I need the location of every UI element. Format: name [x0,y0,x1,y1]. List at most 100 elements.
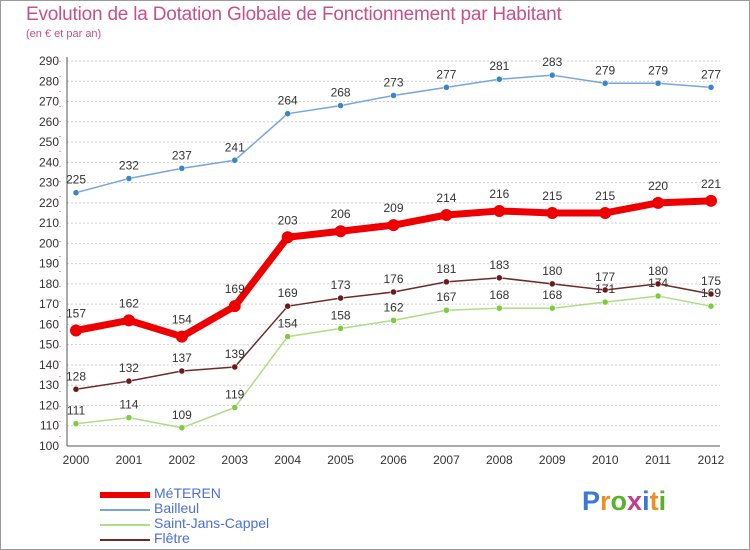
x-tick-label: 2008 [486,453,513,467]
data-point [440,209,453,221]
y-tick-label: 170 [39,297,59,311]
data-label: 279 [595,63,615,77]
y-tick-label: 100 [39,439,59,453]
data-label: 215 [542,189,562,203]
logo-letter: o [610,486,628,516]
data-label: 168 [489,288,509,302]
data-label: 183 [489,258,509,272]
y-tick-label: 250 [39,135,59,149]
data-label: 279 [648,63,668,77]
data-point [707,84,715,91]
y-tick-label: 150 [39,338,59,352]
data-label: 209 [383,201,403,215]
data-point [228,300,241,313]
logo-letter: x [627,486,643,516]
data-label: 225 [66,173,86,187]
data-point [443,306,450,314]
data-point [652,196,665,209]
y-tick-label: 230 [39,176,59,190]
y-tick-label: 210 [39,216,59,230]
data-label: 277 [436,67,456,81]
x-tick-label: 2010 [592,453,619,467]
data-label: 139 [225,347,245,361]
data-point [231,404,238,411]
data-label: 241 [225,140,245,154]
data-point [178,367,186,375]
data-point [443,278,450,286]
logo-letter: P [582,486,601,516]
legend-swatch-fletre [100,539,150,541]
data-point [390,288,397,296]
data-point [601,286,609,294]
data-label: 154 [172,313,192,327]
data-point [284,110,291,117]
legend-label-bailleul: Bailleul [154,500,200,516]
data-point [546,206,559,219]
y-tick-label: 190 [39,257,59,271]
y-tick-label: 200 [39,236,59,250]
data-label: 167 [436,290,456,304]
data-label: 273 [383,75,403,89]
data-point [599,206,612,219]
data-point [549,71,556,79]
data-point [122,314,135,327]
data-point [334,225,347,238]
y-tick-label: 270 [39,95,59,109]
x-tick-label: 2005 [327,453,354,467]
x-tick-label: 2006 [380,453,407,467]
x-tick-label: 2002 [168,453,195,467]
legend-swatch-saint-jans-cappel [100,524,150,526]
data-point [549,304,556,312]
data-point [281,231,294,244]
proxiti-logo: Proxiti [582,486,666,517]
y-tick-label: 290 [39,54,59,68]
data-label: 173 [331,278,351,292]
logo-letter: r [600,486,611,516]
data-label: 162 [119,296,139,310]
y-tick-label: 280 [39,74,59,88]
data-point [337,294,344,302]
y-tick-label: 220 [39,196,59,210]
data-point [125,414,133,421]
data-label: 180 [648,264,668,278]
logo-letter: i [658,486,667,516]
data-point [72,420,80,427]
data-label: 176 [383,272,403,286]
x-tick-label: 2000 [63,453,90,467]
data-label: 220 [648,179,668,193]
x-tick-label: 2011 [645,453,671,467]
data-point [496,75,503,83]
data-label: 169 [278,286,298,300]
data-label: 177 [595,270,615,284]
data-point [178,424,186,432]
data-label: 180 [542,264,562,278]
data-point [70,324,82,337]
y-tick-label: 120 [39,398,59,412]
data-point [125,377,133,385]
data-label: 264 [278,94,298,108]
data-point [387,219,400,232]
data-point [337,102,344,109]
data-label: 128 [66,369,86,383]
y-tick-label: 180 [39,277,59,291]
data-point [231,363,238,371]
data-label: 157 [66,307,86,321]
x-tick-label: 2009 [539,453,566,467]
logo-letter: t [649,486,659,516]
data-label: 215 [595,189,615,203]
data-label: 221 [701,177,721,191]
data-label: 214 [436,191,456,205]
data-point [707,290,715,298]
legend-label-meteren: MéTEREN [154,485,221,501]
data-label: 181 [436,262,456,276]
data-label: 232 [119,159,139,173]
data-label: 111 [67,404,86,418]
data-label: 283 [542,55,562,69]
x-tick-label: 2003 [221,453,248,467]
legend-swatch-meteren [100,492,150,498]
legend-label-saint-jans-cappel: Saint-Jans-Cappel [154,515,270,531]
data-point [549,280,556,288]
data-label: 237 [172,148,192,162]
